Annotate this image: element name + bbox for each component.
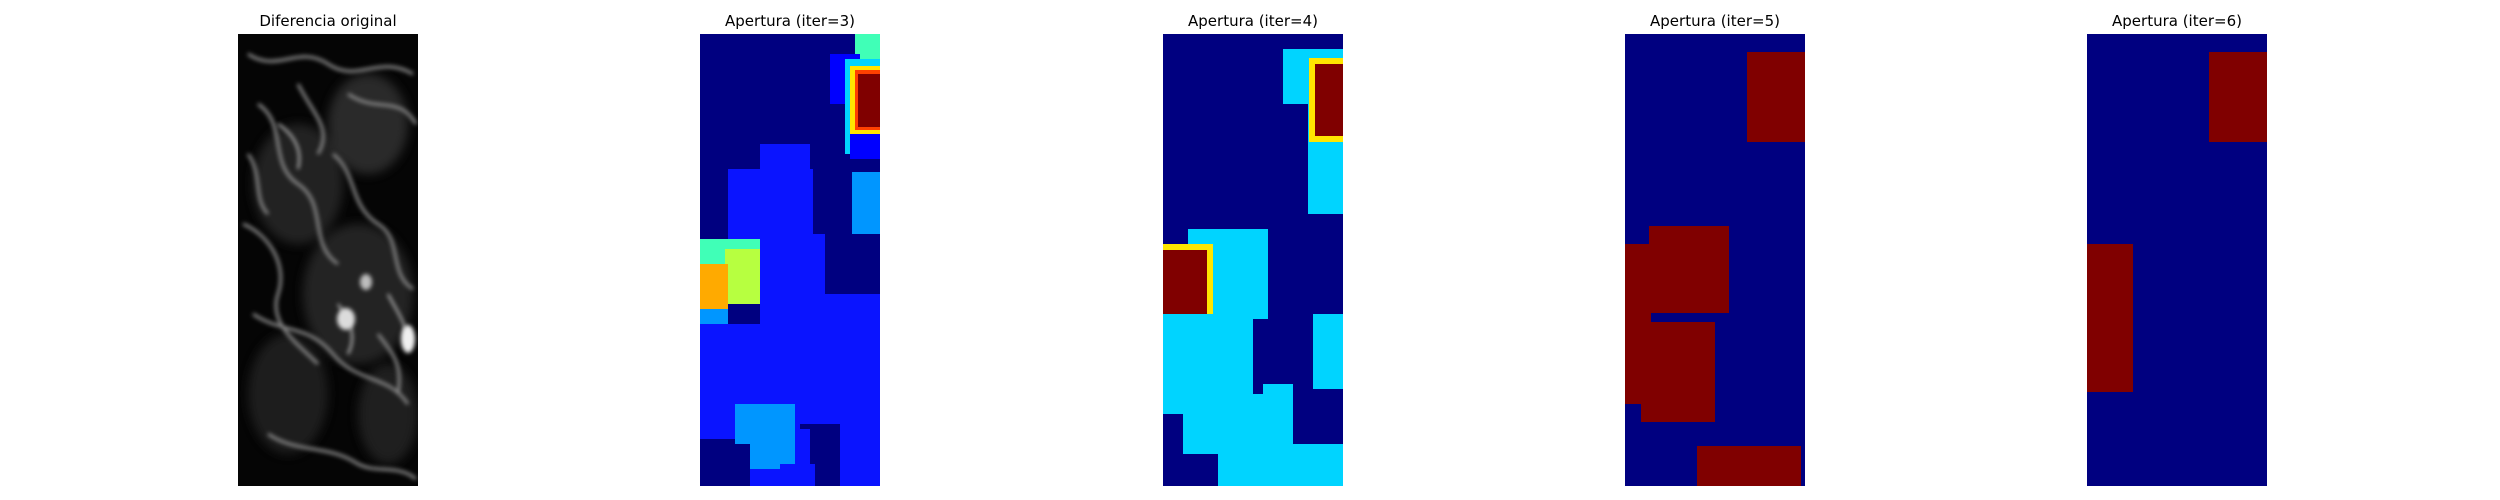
grayscale-difference-image bbox=[238, 34, 418, 486]
panel-diferencia-original: Diferencia original bbox=[238, 0, 418, 500]
panel-apertura-iter-3: Apertura (iter=3) bbox=[700, 0, 880, 500]
panel-title: Diferencia original bbox=[259, 12, 397, 30]
panel-title: Apertura (iter=5) bbox=[1650, 12, 1780, 30]
panel-title: Apertura (iter=4) bbox=[1188, 12, 1318, 30]
panel-title: Apertura (iter=6) bbox=[2112, 12, 2242, 30]
panel-apertura-iter-5: Apertura (iter=5) bbox=[1625, 0, 1805, 500]
apertura-iter-5-image bbox=[1625, 34, 1805, 486]
apertura-iter-4-image bbox=[1163, 34, 1343, 486]
panel-apertura-iter-4: Apertura (iter=4) bbox=[1163, 0, 1343, 500]
apertura-iter-6-image bbox=[2087, 34, 2267, 486]
panel-title: Apertura (iter=3) bbox=[725, 12, 855, 30]
panel-apertura-iter-6: Apertura (iter=6) bbox=[2087, 0, 2267, 500]
apertura-iter-3-image bbox=[700, 34, 880, 486]
